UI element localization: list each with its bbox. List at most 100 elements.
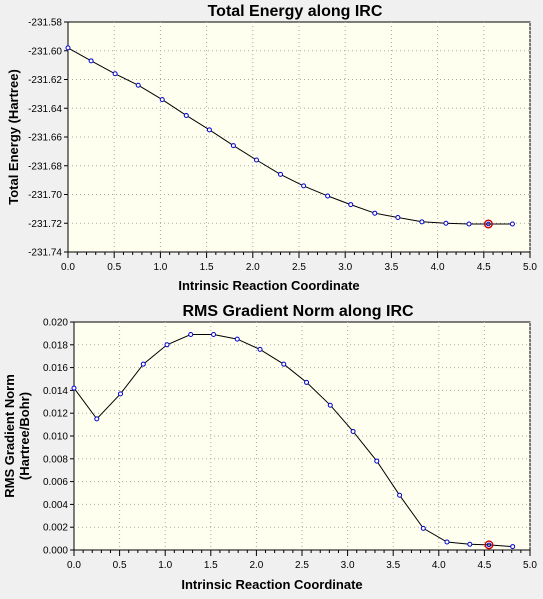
x-minor-ticks [73, 550, 531, 556]
y-tick-label: 0.002 [43, 523, 68, 534]
data-point [94, 416, 100, 422]
data-point [159, 97, 165, 103]
grid-lines [74, 322, 531, 550]
x-tick-label: 3.5 [384, 262, 398, 273]
data-point [348, 202, 354, 208]
data-point [140, 361, 146, 367]
data-point [443, 220, 449, 226]
data-point [397, 492, 403, 498]
data-point [234, 336, 240, 342]
y-axis-title-line: (Hartree/Bohr) [17, 392, 32, 480]
data-point [118, 391, 124, 397]
x-tick-label: 0.5 [107, 262, 121, 273]
y-tick-label: -231.66 [28, 133, 62, 144]
x-tick-label: 5.0 [523, 560, 537, 571]
data-point [350, 428, 356, 434]
data-point [183, 112, 189, 118]
data-point [65, 45, 71, 51]
data-point [301, 183, 307, 189]
x-tick-label: 3.0 [338, 262, 352, 273]
y-axis-title-line: RMS Gradient Norm [2, 374, 17, 498]
data-point [304, 379, 310, 385]
gradient-chart: 0.0 0.5 1.0 1.5 2.0 2.5 3.0 3.5 4.0 4.5 5.0 0.000 0.… [2, 303, 537, 592]
x-tick-label: 2.5 [295, 560, 309, 571]
y-axis-title: Total Energy (Hartree) [6, 69, 21, 205]
data-point [325, 193, 331, 199]
y-tick-label: 0.004 [43, 500, 68, 511]
x-tick-label: 1.0 [153, 262, 167, 273]
y-tick-label: -231.74 [28, 248, 62, 259]
y-tick-label: -231.58 [28, 18, 62, 29]
data-point [509, 221, 515, 227]
y-tick-label: 0.006 [43, 477, 68, 488]
x-tick-label: 4.5 [477, 262, 491, 273]
highlight-point-inner [486, 542, 492, 548]
data-point [278, 171, 284, 177]
data-point [419, 219, 425, 225]
data-point [327, 402, 333, 408]
x-minor-ticks [67, 252, 531, 258]
x-tick-label: 2.0 [249, 560, 263, 571]
data-point [211, 332, 217, 338]
data-point [230, 143, 236, 149]
x-tick-label: 1.0 [158, 560, 172, 571]
x-tick-label: 3.0 [341, 560, 355, 571]
data-point [281, 361, 287, 367]
y-tick-label: 0.016 [43, 363, 68, 374]
x-tick-label: 2.5 [292, 262, 306, 273]
data-point [71, 385, 77, 391]
energy-chart: 0.0 0.5 1.0 1.5 2.0 2.5 3.0 3.5 4.0 4.5 5.0 -231.58… [6, 3, 537, 293]
y-tick-label: 0.018 [43, 340, 68, 351]
x-tick-label: 4.0 [431, 262, 445, 273]
y-tick-label: -231.68 [28, 161, 62, 172]
y-tick-label: -231.60 [28, 46, 62, 57]
data-point [206, 127, 212, 133]
y-tick-label: -231.64 [28, 104, 62, 115]
y-tick-label: 0.008 [43, 454, 68, 465]
y-tick-label: 0.020 [43, 318, 68, 329]
data-point [374, 458, 380, 464]
x-tick-label: 2.0 [246, 262, 260, 273]
data-point [420, 525, 426, 531]
y-tick-label: 0.010 [43, 432, 68, 443]
data-point [257, 346, 263, 352]
x-tick-label: 0.0 [61, 262, 75, 273]
x-tick-label: 0.5 [113, 560, 127, 571]
highlight-point [483, 219, 493, 229]
series-line [67, 47, 513, 225]
data-point [372, 210, 378, 216]
data-point [112, 71, 118, 77]
chart-title: Total Energy along IRC [208, 3, 383, 20]
y-tick-label: 0.012 [43, 409, 68, 420]
data-point [395, 215, 401, 220]
x-tick-label: 3.5 [386, 560, 400, 571]
chart-title: RMS Gradient Norm along IRC [182, 303, 414, 320]
data-point [466, 221, 472, 227]
x-axis-title: Intrinsic Reaction Coordinate [181, 577, 362, 592]
x-tick-label: 1.5 [204, 560, 218, 571]
data-point [164, 342, 170, 348]
data-point [467, 541, 473, 547]
highlight-point-inner [486, 221, 491, 227]
y-tick-label: -231.70 [28, 190, 62, 201]
data-point [135, 82, 141, 88]
y-tick-label: 0.014 [43, 386, 68, 397]
data-point [88, 58, 94, 64]
highlight-point [484, 540, 494, 550]
x-tick-label: 4.5 [477, 560, 491, 571]
data-point [188, 332, 194, 338]
y-tick-label: -231.72 [28, 219, 62, 230]
x-tick-label: 1.5 [200, 262, 214, 273]
y-tick-label: -231.62 [28, 75, 62, 86]
y-tick-label: 0.000 [43, 546, 68, 557]
x-axis-title: Intrinsic Reaction Coordinate [178, 278, 359, 293]
y-axis-title: RMS Gradient Norm(Hartree/Bohr) [2, 374, 32, 498]
data-point [510, 544, 516, 550]
series-line [73, 334, 513, 548]
data-point [253, 157, 259, 163]
x-tick-label: 0.0 [67, 560, 81, 571]
x-tick-label: 4.0 [432, 560, 446, 571]
x-tick-label: 5.0 [523, 262, 537, 273]
data-point [444, 539, 450, 545]
